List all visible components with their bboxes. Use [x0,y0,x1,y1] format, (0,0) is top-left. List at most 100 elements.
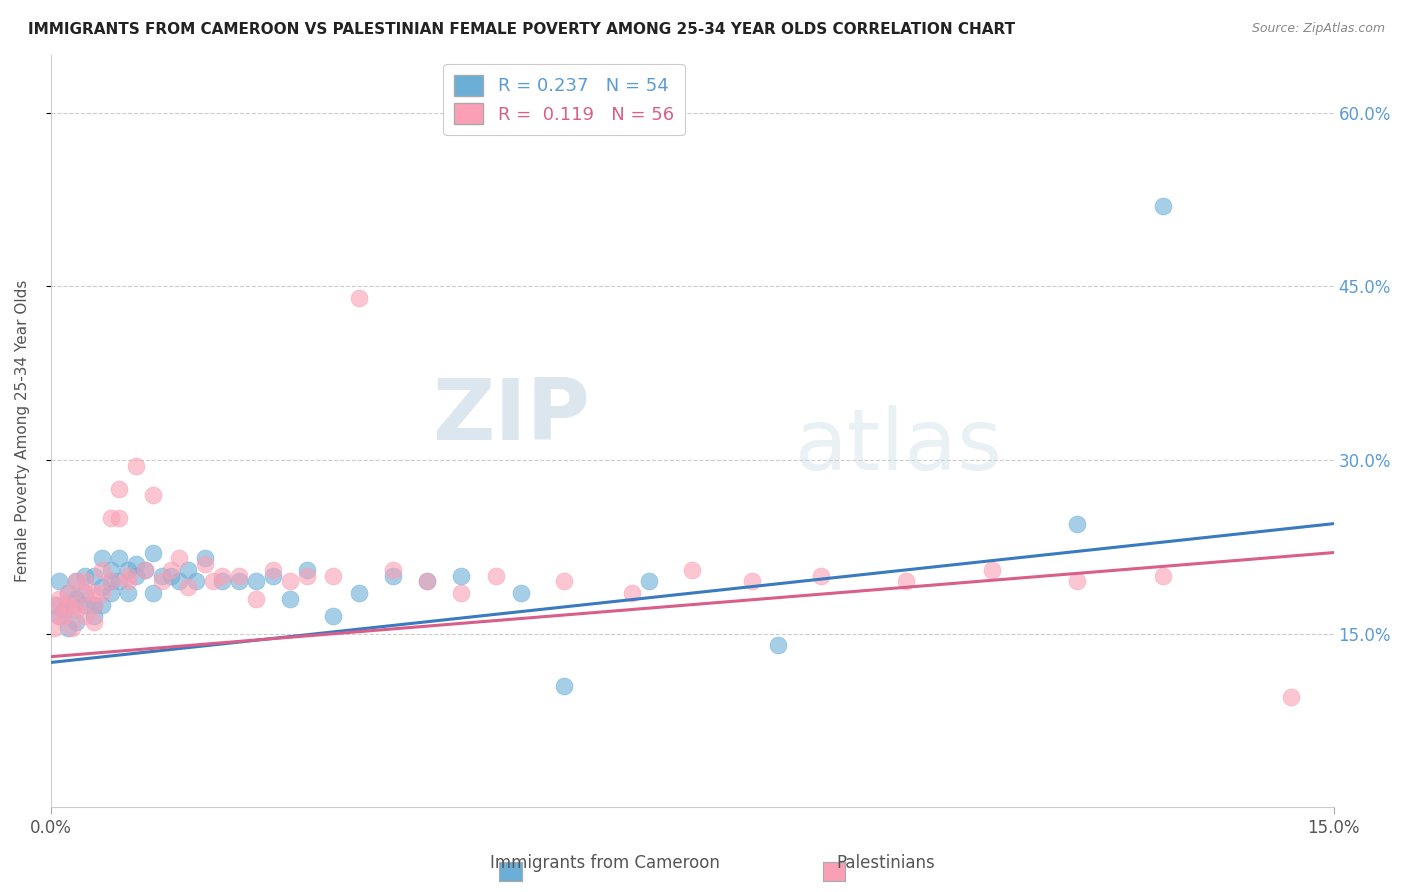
Point [322,609,344,624]
Point [65,598,87,612]
Point [73,586,96,600]
Point [83,586,105,600]
Point [73,574,96,589]
Point [48,574,70,589]
Point [125,568,148,582]
Point [73,598,96,612]
Point [56,621,79,635]
Point [150,574,173,589]
Point [176,563,198,577]
Text: Source: ZipAtlas.com: Source: ZipAtlas.com [1251,22,1385,36]
Point [322,568,344,582]
Point [134,563,156,577]
Point [44,621,66,635]
Point [65,574,87,589]
Point [262,568,284,582]
Text: ZIP: ZIP [432,375,589,458]
Point [48,609,70,624]
Point [194,557,217,571]
Point [91,586,114,600]
Point [91,580,114,594]
Point [167,551,190,566]
Point [228,574,250,589]
Point [91,598,114,612]
Point [83,609,105,624]
Point [46,598,69,612]
Point [381,563,404,577]
Point [60,621,83,635]
Point [125,557,148,571]
Point [228,568,250,582]
Point [297,563,319,577]
Point [108,482,131,496]
Point [297,568,319,582]
Point [211,568,233,582]
Point [117,563,139,577]
Point [638,574,661,589]
Point [1152,568,1174,582]
Point [48,591,70,606]
Point [681,563,703,577]
Point [150,568,173,582]
Point [134,563,156,577]
Point [100,574,122,589]
Point [416,574,439,589]
Point [245,574,267,589]
Point [65,615,87,629]
Point [245,591,267,606]
Point [73,568,96,582]
Point [1279,690,1302,705]
Point [125,458,148,473]
Point [347,291,370,305]
Point [142,545,165,559]
Point [83,598,105,612]
Point [278,574,301,589]
Point [194,551,217,566]
Point [100,563,122,577]
Point [48,609,70,624]
Point [278,591,301,606]
Point [450,568,472,582]
Point [1066,574,1088,589]
Point [894,574,917,589]
Point [52,609,75,624]
Point [60,598,83,612]
Point [73,586,96,600]
Point [91,551,114,566]
Point [100,586,122,600]
Point [91,563,114,577]
Point [117,586,139,600]
Point [73,609,96,624]
Point [167,574,190,589]
Legend: R = 0.237   N = 54, R =  0.119   N = 56: R = 0.237 N = 54, R = 0.119 N = 56 [443,64,685,135]
Text: IMMIGRANTS FROM CAMEROON VS PALESTINIAN FEMALE POVERTY AMONG 25-34 YEAR OLDS COR: IMMIGRANTS FROM CAMEROON VS PALESTINIAN … [28,22,1015,37]
Point [65,603,87,617]
Point [142,586,165,600]
Point [262,563,284,577]
Point [117,568,139,582]
Point [100,511,122,525]
Point [810,568,832,582]
Text: Immigrants from Cameroon: Immigrants from Cameroon [489,855,720,872]
Y-axis label: Female Poverty Among 25-34 Year Olds: Female Poverty Among 25-34 Year Olds [15,280,30,582]
Text: Palestinians: Palestinians [837,855,935,872]
Point [416,574,439,589]
Point [117,574,139,589]
Point [52,603,75,617]
Point [108,511,131,525]
Point [44,598,66,612]
Point [100,574,122,589]
Point [553,574,575,589]
Point [108,574,131,589]
Point [450,586,472,600]
Point [186,574,208,589]
Point [56,586,79,600]
Point [1152,198,1174,212]
Point [347,586,370,600]
Point [83,598,105,612]
Point [510,586,533,600]
Point [621,586,644,600]
Point [56,586,79,600]
Point [65,591,87,606]
Text: atlas: atlas [794,405,1002,488]
